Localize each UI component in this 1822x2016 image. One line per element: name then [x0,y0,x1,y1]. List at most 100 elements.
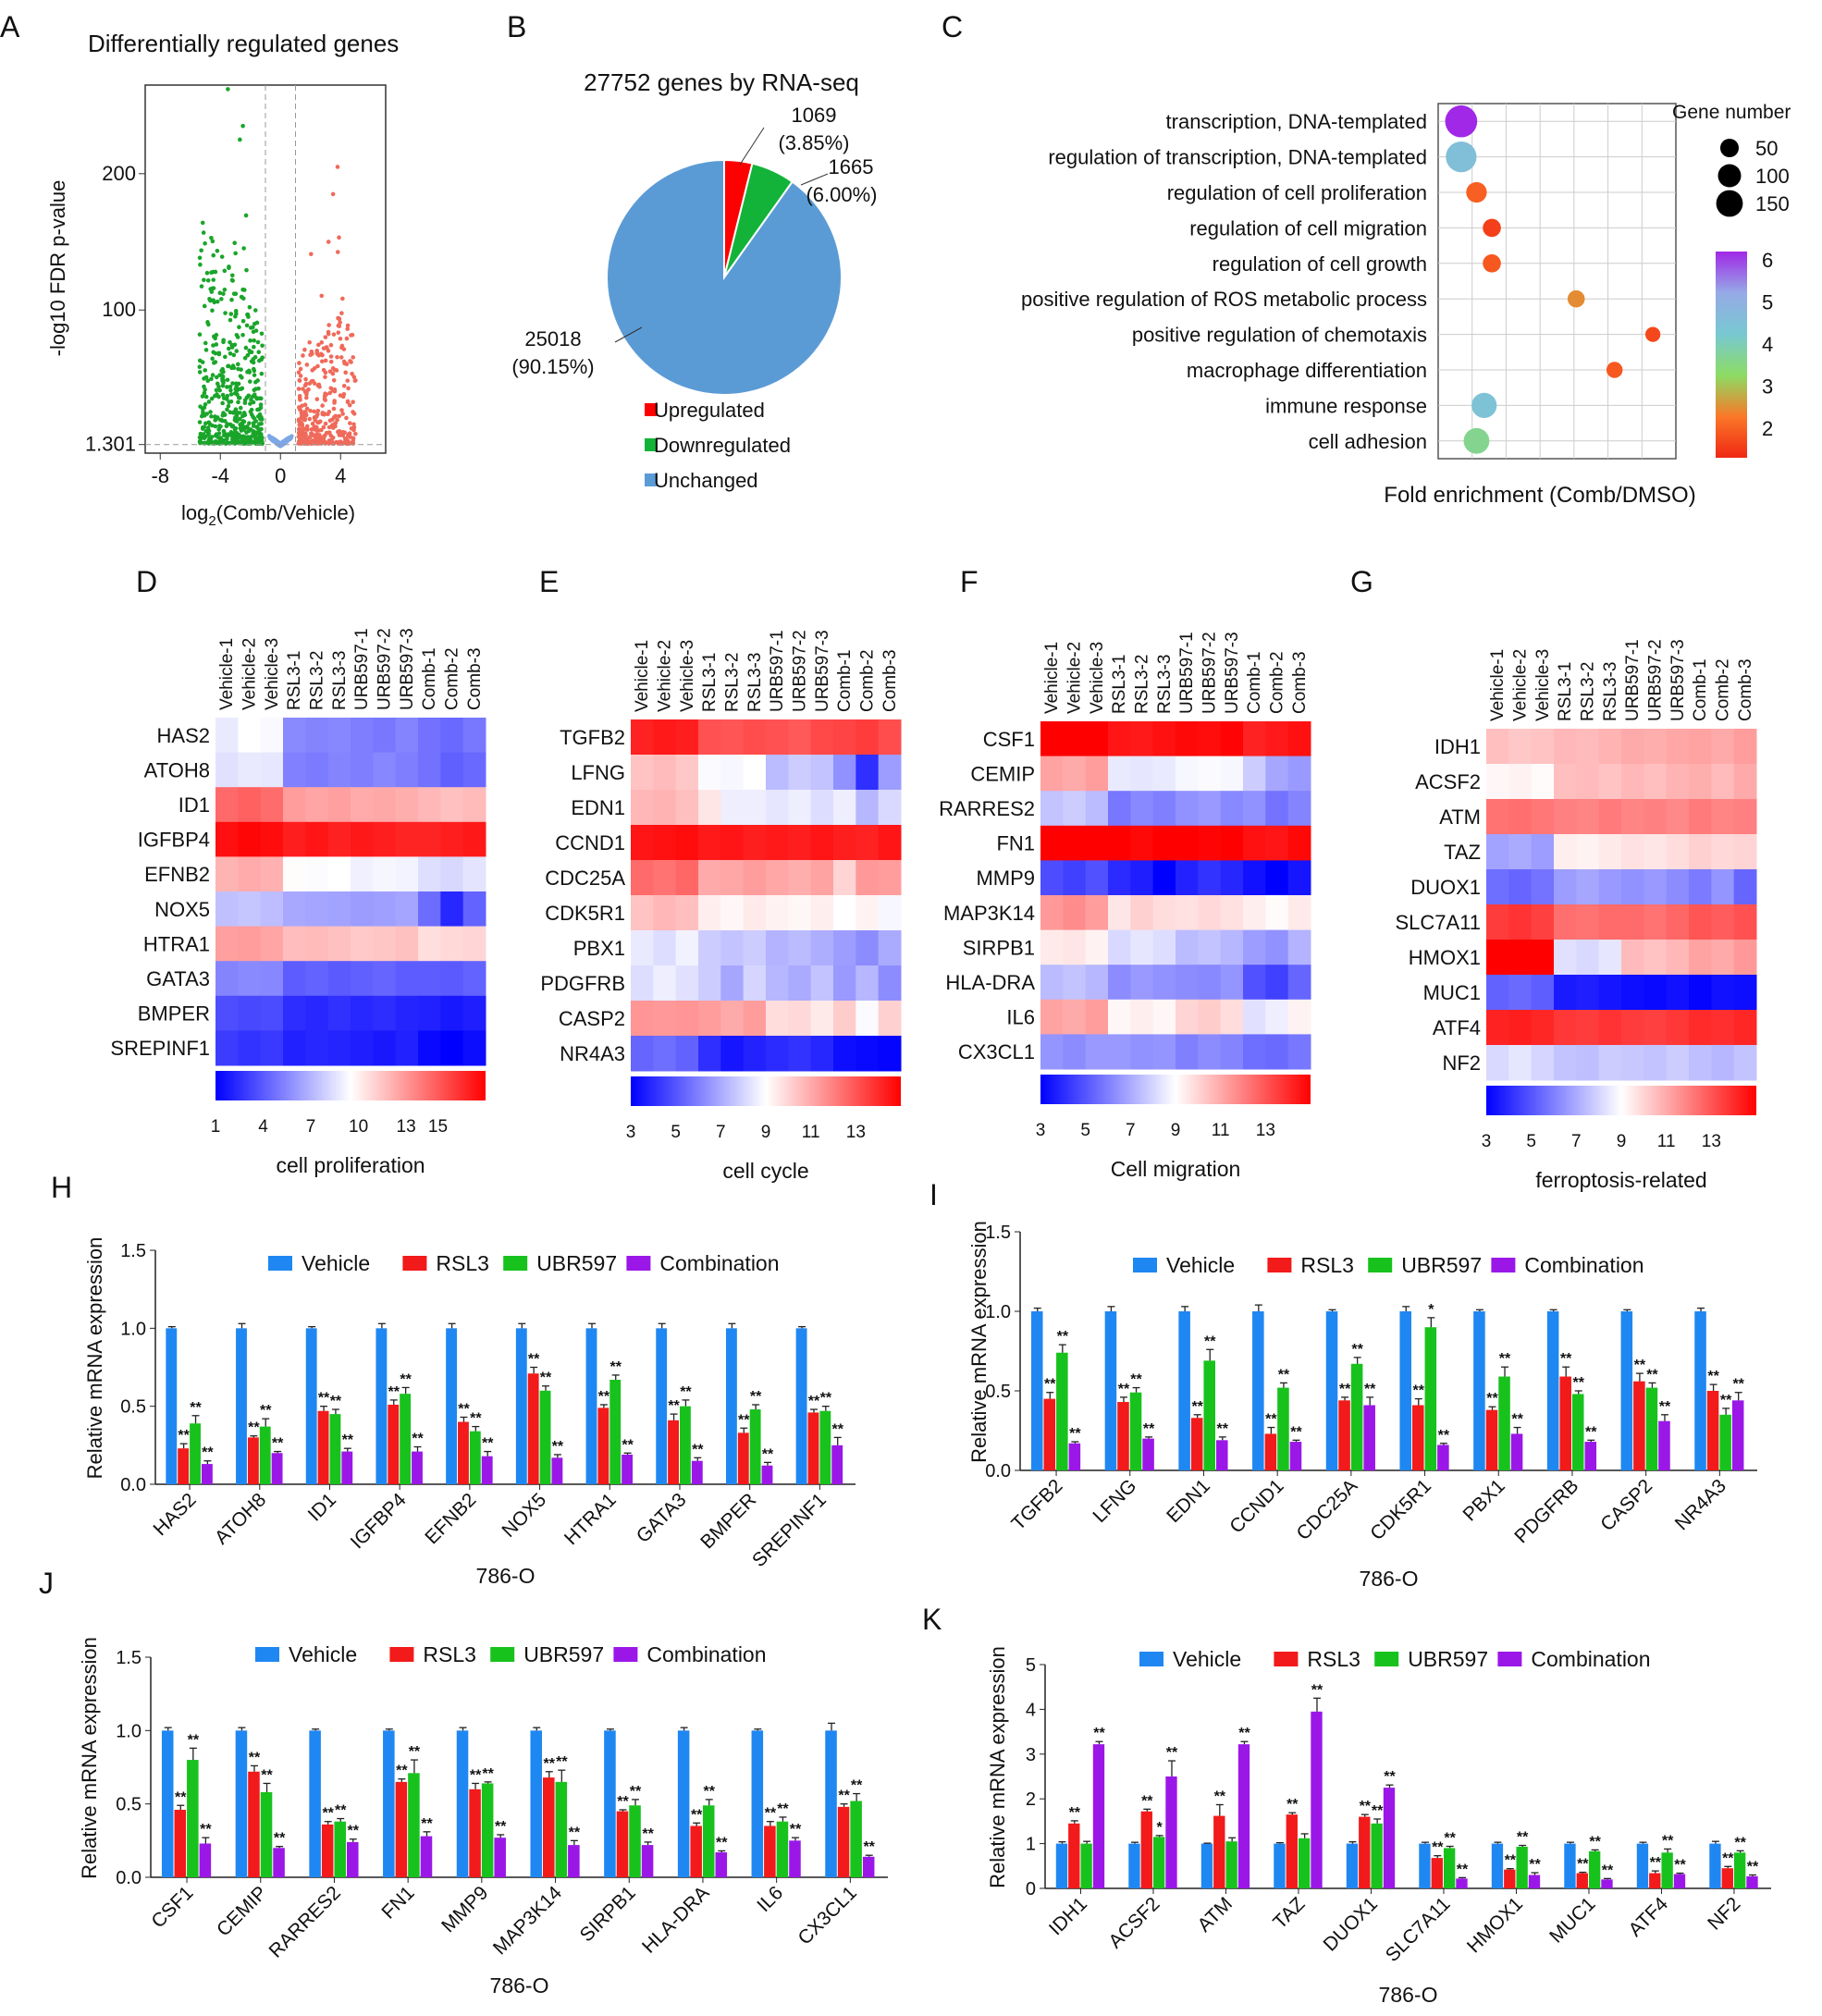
heat-cell [1243,825,1266,861]
bar [420,1836,433,1877]
point-down [248,379,252,384]
bar [1412,1405,1424,1470]
significance-mark: ** [1339,1382,1351,1397]
color-bar-tick: 13 [1702,1132,1721,1151]
heat-cell [653,825,677,861]
heat-cell [1198,825,1222,861]
point-down [245,312,251,317]
heat-cell [675,825,699,861]
heat-cell [1486,1045,1509,1081]
significance-mark: ** [1143,1421,1155,1437]
heat-cell [1576,729,1600,765]
legend-swatch [255,1647,279,1662]
legend-label-downregulated: Downregulated [654,434,791,457]
significance-mark: ** [1505,1853,1517,1869]
category-label: IL6 [753,1882,787,1916]
point-down [203,421,208,426]
point-up [335,250,340,254]
heat-cell [1198,895,1222,931]
heat-cell [1576,1010,1600,1046]
significance-mark: ** [1499,1351,1511,1367]
heat-cell [698,1036,721,1072]
heat-cell [766,719,789,756]
significance-mark: ** [335,1803,347,1819]
heat-cell [1198,860,1222,896]
point-up [330,423,335,427]
heat-cell [1508,1010,1533,1046]
heat-cell [698,825,721,861]
heat-cell [1108,929,1131,965]
heat-cell [698,860,721,896]
heat-cell [788,1036,812,1072]
y-tick-label: 1.5 [116,1648,142,1668]
heat-cell [1666,975,1690,1011]
heat-cell [1643,834,1668,870]
heat-cell [833,895,856,931]
heat-cell [373,995,397,1031]
row-label: CDC25A [545,867,625,890]
slice-pct-down: (6.00%) [806,183,877,206]
category-label: TGFB2 [1007,1475,1066,1534]
heat-cell [1063,999,1087,1035]
color-bar-tick: 13 [846,1123,866,1142]
color-bar-tick: 3 [1482,1132,1492,1151]
heat-cell [675,755,699,791]
point-down [211,298,215,302]
bar [1043,1398,1056,1470]
heat-cell [1040,860,1064,896]
significance-mark: ** [1720,1393,1732,1408]
heat-cell [1486,834,1509,870]
size-legend-title: Gene number [1672,102,1791,123]
point-down [235,335,240,339]
heat-cell [1643,764,1668,800]
point-up [304,363,310,367]
legend-label-vehicle: Vehicle [302,1251,370,1275]
point-down [197,255,203,261]
point-up [313,418,318,423]
heat-cell [1711,799,1735,835]
point-down [202,436,207,441]
heat-cell [1085,791,1109,827]
category-label: TAZ [1269,1893,1309,1933]
column-label: URB597-3 [1668,639,1688,721]
significance-mark: ** [1747,1859,1759,1875]
heat-cell [856,1001,880,1037]
point-down [203,240,207,246]
term-label: regulation of cell proliferation [1167,181,1427,204]
point-down [215,381,220,387]
point-down [214,342,219,347]
size-legend-dot [1716,190,1743,217]
heat-cell [373,787,397,823]
heat-cell [260,1030,284,1066]
point-down [222,431,227,436]
point-down [197,332,203,337]
bar [1286,1814,1298,1888]
heat-cell [327,995,351,1031]
category-label: ATM [1193,1893,1237,1936]
heat-cell [1531,729,1555,765]
heat-cell [373,891,397,928]
point-up [312,424,317,429]
heat-cell [833,825,856,861]
point-down [232,417,238,423]
heat-cell [238,856,262,892]
heat-cell [1598,764,1622,800]
heat-cell [418,787,441,823]
heat-cell [305,995,329,1031]
significance-mark: ** [790,1822,802,1838]
term-bubble [1471,392,1497,419]
heat-cell [395,961,419,997]
bar [1264,1433,1277,1470]
point-down [259,331,265,337]
significance-mark: ** [750,1389,762,1405]
panel-d-heatmap: D Vehicle-1 Vehicle-2 Vehicle-3 RSL3-1 RSL3-2… [110,565,486,1177]
point-up [325,346,329,350]
column-label: RSL3-3 [1155,655,1175,714]
legend-label-rsl3: RSL3 [436,1251,489,1275]
row-label: HTRA1 [143,932,210,955]
significance-mark: ** [622,1437,634,1453]
heat-cell [1176,1034,1199,1070]
significance-mark: ** [540,1371,552,1386]
bar [400,1394,412,1484]
heat-cell [1486,799,1509,835]
